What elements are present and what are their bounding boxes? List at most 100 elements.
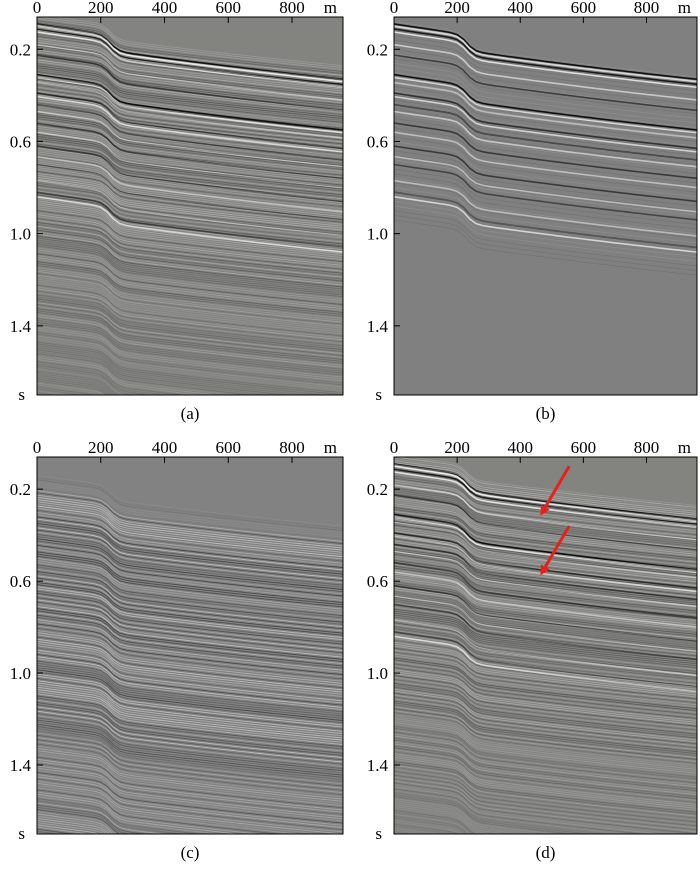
fine-layer [394, 591, 697, 643]
fine-layer [394, 548, 697, 600]
primary-reflector [394, 54, 697, 112]
fine-layer [394, 741, 697, 794]
multiple-event [37, 741, 343, 794]
fine-layer [394, 661, 697, 714]
fine-layer [37, 102, 343, 155]
fine-layer [37, 118, 343, 170]
multiple-event [37, 518, 343, 571]
fine-layer [37, 370, 120, 395]
fine-layer [394, 737, 697, 790]
fine-layer [394, 164, 697, 221]
multiple-event [37, 599, 343, 652]
fine-layer [37, 319, 343, 372]
fine-layer [394, 30, 697, 87]
fine-layer [394, 522, 697, 575]
multiple-event [37, 638, 343, 691]
fine-layer [394, 182, 697, 239]
multiple-event [37, 688, 343, 741]
fine-layer [37, 265, 343, 317]
multiple-event [37, 551, 343, 604]
fine-layer [394, 794, 592, 834]
primary-reflector [37, 81, 343, 139]
multiple-event [37, 533, 343, 586]
multiple-event [37, 682, 343, 735]
fine-layer [394, 600, 697, 653]
fine-layer [37, 100, 343, 153]
multiple-event [37, 708, 343, 761]
primary-reflector [37, 163, 343, 221]
multiple-event [37, 798, 203, 834]
fine-layer [37, 233, 343, 286]
fine-layer [37, 92, 343, 145]
fine-layer [37, 376, 112, 395]
primary-reflector [394, 191, 697, 249]
fine-layer [37, 157, 343, 210]
fine-layer [394, 727, 697, 780]
seismic-panel-b: 0 200 400 600 800 m 0.2 0.6 1.0 1.4 s (b) [367, 0, 698, 423]
multiple-event [37, 555, 343, 608]
axes-frame [393, 16, 698, 396]
fine-layer [394, 44, 697, 101]
multiple-event [37, 726, 343, 778]
multiple-event [37, 752, 343, 804]
fine-layer [37, 276, 343, 329]
fine-layer [37, 208, 343, 260]
fine-layer [37, 296, 343, 349]
fine-layer [394, 546, 697, 598]
fine-layer [394, 141, 697, 198]
multiple-event [37, 756, 343, 809]
y-unit-label: s [18, 824, 25, 843]
x-tick-label: 0 [390, 438, 399, 457]
fine-layer [394, 784, 685, 834]
fine-layer [37, 327, 343, 380]
fine-layer [394, 712, 697, 764]
fine-layer [37, 364, 154, 395]
fine-layer [394, 782, 697, 834]
fine-layer [394, 483, 697, 536]
fine-layer [394, 639, 697, 692]
fine-layer [394, 696, 697, 749]
multiple-event [37, 795, 222, 834]
y-tick-label: 1.4 [10, 756, 32, 775]
fine-layer [37, 123, 343, 176]
fine-layer [394, 501, 697, 553]
fine-layer [37, 76, 343, 129]
fine-layer [37, 386, 97, 395]
fine-layer [37, 98, 343, 151]
panel-caption: (a) [181, 404, 200, 423]
fine-layer [394, 526, 697, 579]
multiple-event [37, 780, 343, 833]
fine-layer [394, 749, 697, 801]
fine-layer [394, 487, 697, 540]
fine-layer [37, 231, 343, 284]
primary-reflector [394, 163, 697, 221]
primary-reflector [37, 92, 343, 150]
fine-layer [394, 505, 697, 557]
multiple-event [37, 791, 262, 834]
fine-layer [394, 798, 558, 834]
primary-reflector [37, 73, 343, 131]
fine-layer [394, 587, 697, 639]
primary-reflector [37, 95, 343, 153]
fine-layer [394, 677, 697, 729]
fine-layer [37, 321, 343, 374]
fine-layer [37, 120, 343, 172]
multiple-event [37, 488, 343, 540]
multiple-event [37, 686, 343, 739]
fine-layer [37, 155, 343, 208]
multiple-event [37, 481, 343, 534]
fine-layer [394, 481, 697, 534]
fine-layer [37, 204, 343, 257]
fine-layer [394, 58, 697, 115]
fine-layer [37, 251, 343, 304]
fine-layer [37, 39, 343, 92]
primary-reflector [37, 179, 343, 237]
fine-layer [394, 76, 697, 133]
fine-layer [394, 118, 697, 175]
fine-layer [37, 196, 343, 249]
y-unit-label: s [18, 385, 25, 404]
multiple-event [37, 595, 343, 647]
primary-reflector [37, 196, 343, 253]
fine-layer [37, 151, 343, 204]
fine-layer [394, 159, 697, 216]
